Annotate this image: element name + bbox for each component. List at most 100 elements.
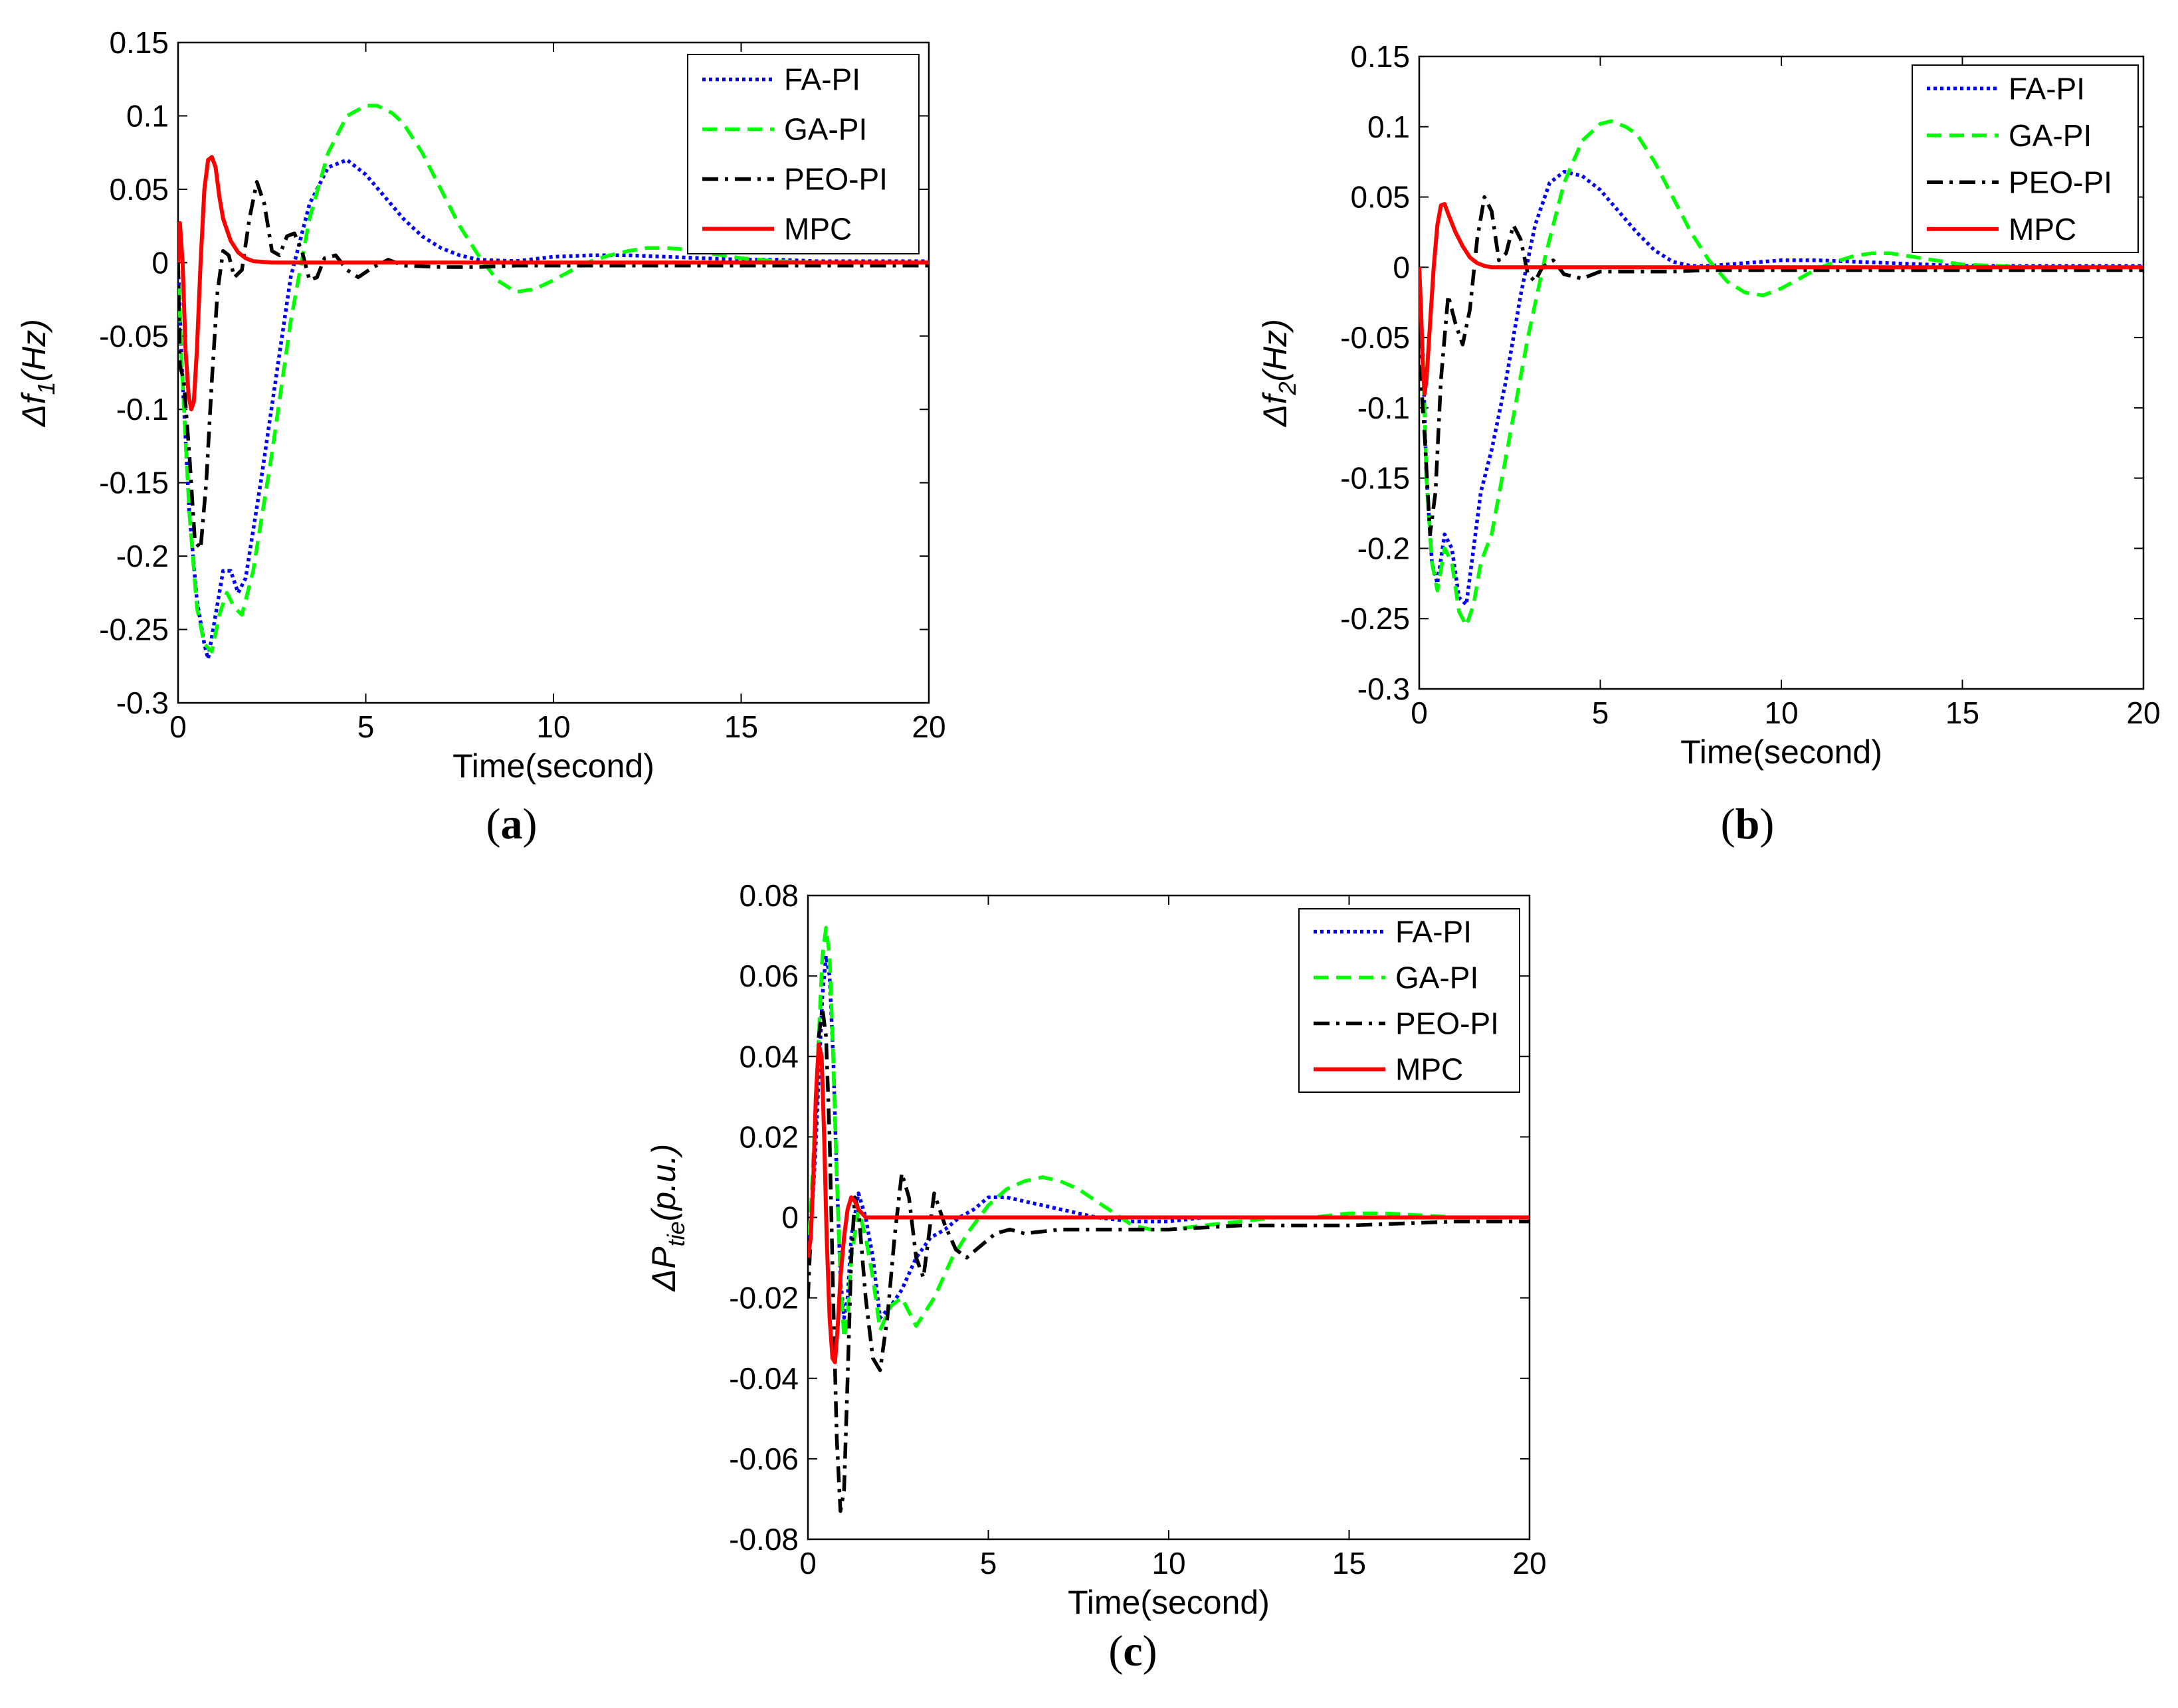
legend-label-peo-pi: PEO-PI bbox=[784, 162, 888, 197]
x-tick-label: 0 bbox=[799, 1546, 817, 1580]
y-tick-label: -0.3 bbox=[1357, 672, 1410, 706]
series-line-fa-pi bbox=[808, 954, 1530, 1320]
y-tick-label: 0.15 bbox=[109, 25, 169, 60]
x-tick-label: 20 bbox=[912, 710, 945, 744]
legend-box bbox=[1298, 908, 1520, 1093]
y-tick-label: 0 bbox=[151, 245, 169, 280]
y-axis-label-unit: (Hz) bbox=[15, 319, 52, 381]
legend-label-ga-pi: GA-PI bbox=[1395, 961, 1478, 995]
y-axis-label-unit: (Hz) bbox=[1256, 319, 1294, 381]
y-tick-label: -0.1 bbox=[116, 392, 169, 427]
legend: FA-PI GA-PI PEO-PI MPC bbox=[1298, 908, 1520, 1093]
y-tick-label: 0.1 bbox=[126, 98, 169, 133]
y-tick-label: 0.08 bbox=[739, 878, 799, 913]
y-tick-label: 0.04 bbox=[739, 1039, 799, 1074]
chart-panel-c: 0 5 10 15 20 -0.08 -0.06 -0.04 -0.02 0 0.02 0.04 0.0… bbox=[645, 878, 1547, 1675]
legend-label-fa-pi: FA-PI bbox=[1395, 915, 1472, 949]
x-tick-label: 5 bbox=[1592, 696, 1609, 730]
y-axis-label: ΔPtie(p.u.) bbox=[645, 1144, 690, 1292]
legend: FA-PI GA-PI PEO-PI MPC bbox=[1912, 64, 2139, 253]
y-tick-label: 0.05 bbox=[1350, 180, 1410, 215]
legend-box bbox=[1912, 64, 2139, 253]
y-tick-label: -0.25 bbox=[99, 613, 169, 647]
series-group bbox=[808, 925, 1530, 1513]
legend-label-ga-pi: GA-PI bbox=[2009, 118, 2092, 153]
x-tick-label: 0 bbox=[1411, 696, 1428, 730]
x-tick-label: 20 bbox=[1512, 1546, 1546, 1580]
legend-label-mpc: MPC bbox=[784, 212, 852, 246]
y-tick-label: -0.08 bbox=[729, 1522, 799, 1557]
legend-label-mpc: MPC bbox=[1395, 1052, 1463, 1087]
panel-label: (b) bbox=[1721, 800, 1775, 848]
panel-label-close: ) bbox=[1759, 800, 1774, 848]
y-tick-label: 0 bbox=[781, 1200, 799, 1235]
x-axis-label: Time(second) bbox=[452, 747, 654, 785]
series-line-mpc bbox=[178, 155, 929, 412]
y-tick-label: -0.25 bbox=[1340, 601, 1410, 636]
panel-label-letter: c bbox=[1123, 1627, 1142, 1675]
y-tick-label: -0.05 bbox=[1340, 320, 1410, 355]
panel-label-open: ( bbox=[486, 800, 501, 848]
series-line-mpc bbox=[808, 1042, 1530, 1365]
y-tick-label: -0.15 bbox=[1340, 461, 1410, 496]
y-tick-label: -0.2 bbox=[116, 539, 169, 573]
legend: FA-PI GA-PI PEO-PI MPC bbox=[687, 54, 920, 254]
y-tick-label: -0.05 bbox=[99, 319, 169, 353]
y-axis-label: Δf2(Hz) bbox=[1256, 319, 1301, 427]
x-tick-label: 10 bbox=[536, 710, 570, 744]
x-tick-label: 15 bbox=[1332, 1546, 1366, 1580]
y-axis-label-unit: (p.u.) bbox=[645, 1144, 682, 1222]
panel-label-close: ) bbox=[523, 800, 538, 848]
y-tick-label: 0.05 bbox=[109, 172, 169, 207]
x-axis-label: Time(second) bbox=[1068, 1584, 1270, 1621]
x-tick-label: 15 bbox=[724, 710, 758, 744]
panel-label-letter: b bbox=[1735, 800, 1760, 848]
legend-label-peo-pi: PEO-PI bbox=[2009, 165, 2112, 199]
y-tick-label: 0.02 bbox=[739, 1119, 799, 1154]
y-tick-label: 0.06 bbox=[739, 959, 799, 993]
y-tick-label: -0.02 bbox=[729, 1281, 799, 1315]
series-line-mpc bbox=[1419, 202, 2143, 396]
panel-label-open: ( bbox=[1108, 1627, 1123, 1675]
panel-label-letter: a bbox=[501, 800, 523, 848]
x-tick-label: 15 bbox=[1945, 696, 1979, 730]
series-line-peo-pi bbox=[178, 180, 929, 551]
legend-label-ga-pi: GA-PI bbox=[784, 112, 867, 147]
y-axis-label: Δf1(Hz) bbox=[15, 319, 60, 427]
legend-box bbox=[687, 54, 920, 254]
series-line-ga-pi bbox=[1419, 119, 2143, 628]
y-tick-label: 0.1 bbox=[1367, 110, 1410, 144]
x-tick-label: 5 bbox=[357, 710, 375, 744]
x-tick-label: 5 bbox=[980, 1546, 997, 1580]
y-tick-label: 0.15 bbox=[1350, 39, 1410, 74]
y-tick-label: -0.2 bbox=[1357, 531, 1410, 565]
y-tick-label: 0 bbox=[1393, 250, 1410, 284]
y-axis-label-subscript: 1 bbox=[33, 381, 60, 395]
series-line-peo-pi bbox=[1419, 195, 2143, 537]
chart-panel-b: 0 5 10 15 20 -0.3 -0.25 -0.2 -0.15 -0.1 -0.05 0 0.05… bbox=[1256, 39, 2161, 848]
legend-label-peo-pi: PEO-PI bbox=[1395, 1006, 1499, 1041]
x-tick-label: 0 bbox=[169, 710, 187, 744]
y-tick-label: -0.06 bbox=[729, 1442, 799, 1476]
y-tick-label: -0.1 bbox=[1357, 391, 1410, 425]
series-line-fa-pi bbox=[178, 157, 929, 661]
series-line-ga-pi bbox=[808, 925, 1530, 1340]
legend-label-mpc: MPC bbox=[2009, 212, 2076, 246]
y-axis-label-subscript: tie bbox=[662, 1221, 690, 1246]
y-axis-label-main: ΔP bbox=[645, 1246, 682, 1292]
x-tick-label: 10 bbox=[1151, 1546, 1185, 1580]
legend-label-fa-pi: FA-PI bbox=[784, 62, 860, 97]
panel-label: (a) bbox=[486, 800, 538, 848]
series-group bbox=[1419, 119, 2143, 628]
x-tick-label: 20 bbox=[2126, 696, 2160, 730]
panel-label-close: ) bbox=[1143, 1627, 1157, 1675]
y-axis-label-main: Δf bbox=[15, 391, 52, 427]
x-tick-label: 10 bbox=[1764, 696, 1798, 730]
chart-panel-a: 0 5 10 15 20 -0.3 -0.25 -0.2 -0.15 -0.1 -0.05 0 0.05… bbox=[15, 25, 946, 848]
y-tick-label: -0.15 bbox=[99, 466, 169, 500]
series-line-fa-pi bbox=[1419, 169, 2143, 607]
y-axis-label-main: Δf bbox=[1256, 391, 1294, 427]
legend-label-fa-pi: FA-PI bbox=[2009, 71, 2085, 106]
panel-label: (c) bbox=[1108, 1627, 1157, 1675]
